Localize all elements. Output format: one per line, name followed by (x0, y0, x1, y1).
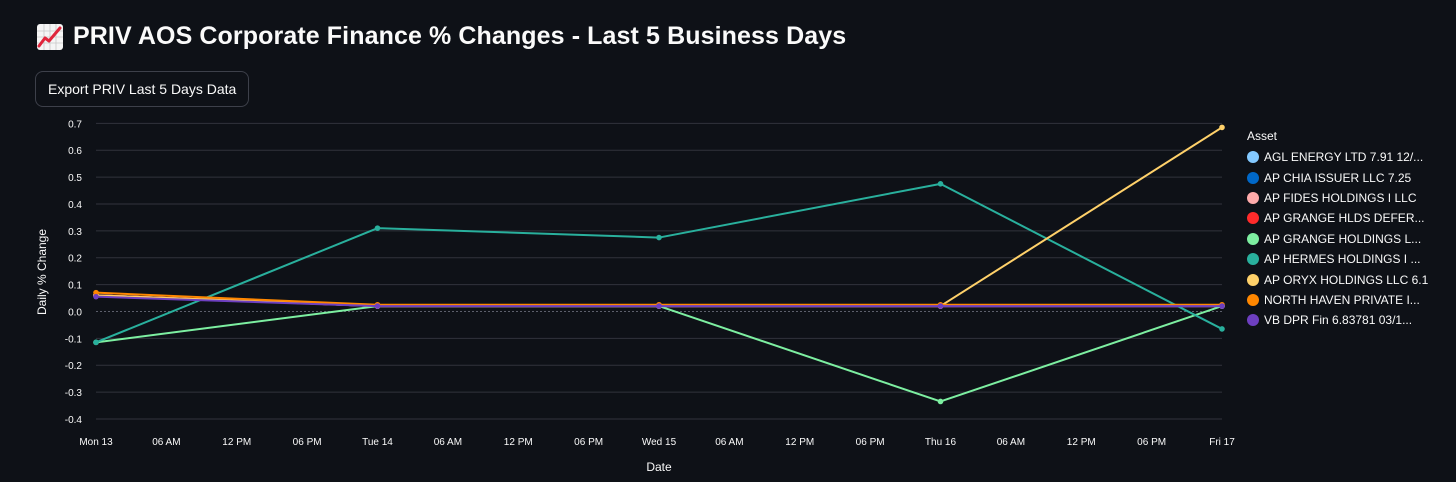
legend-swatch (1247, 314, 1259, 327)
legend-item[interactable]: AP HERMES HOLDINGS I ... (1247, 249, 1428, 269)
legend-item[interactable]: NORTH HAVEN PRIVATE I... (1247, 290, 1428, 310)
x-tick-label: 12 PM (222, 437, 251, 448)
x-tick-label: Tue 14 (362, 437, 393, 448)
y-tick-label: 0.6 (68, 146, 82, 157)
y-tick-label: -0.1 (65, 334, 83, 345)
page-title-text: PRIV AOS Corporate Finance % Changes - L… (73, 22, 847, 50)
x-tick-label: 12 PM (1067, 437, 1096, 448)
series-line[interactable] (95, 305, 1223, 403)
legend-label: AP HERMES HOLDINGS I ... (1264, 252, 1421, 267)
series-line[interactable] (95, 182, 1223, 344)
x-tick-label: 06 AM (434, 437, 462, 448)
x-tick-label: Thu 16 (925, 437, 957, 448)
y-tick-label: -0.4 (65, 415, 83, 426)
legend-label: AP CHIA ISSUER LLC 7.25 (1264, 170, 1412, 185)
y-tick-label: -0.2 (65, 361, 83, 372)
data-point[interactable] (93, 293, 99, 300)
chart-legend: AGL ENERGY LTD 7.91 12/... AP CHIA ISSUER… (1247, 147, 1428, 331)
legend-item[interactable]: AP GRANGE HOLDINGS L... (1247, 229, 1428, 249)
x-tick-label: 06 PM (293, 437, 322, 448)
legend-swatch (1247, 273, 1259, 286)
y-tick-label: 0.5 (68, 173, 82, 184)
legend-swatch (1247, 293, 1259, 306)
series-ap-grange-holdings-l (93, 303, 1225, 405)
legend-label: NORTH HAVEN PRIVATE I... (1264, 292, 1420, 307)
y-tick-label: 0.7 (68, 119, 82, 130)
x-tick-label: 12 PM (785, 437, 814, 448)
legend-item[interactable]: AGL ENERGY LTD 7.91 12/... (1247, 147, 1428, 167)
x-tick-label: 06 PM (856, 437, 885, 448)
page-title: PRIV AOS Corporate Finance % Changes - L… (36, 22, 846, 51)
y-tick-label: 0.0 (68, 307, 82, 318)
legend-label: AP GRANGE HLDS DEFER... (1264, 211, 1425, 226)
x-tick-label: 06 PM (1137, 437, 1166, 448)
y-tick-label: 0.4 (68, 200, 82, 211)
data-point[interactable] (1219, 303, 1225, 309)
line-chart: 0.7 0.6 0.5 0.4 0.3 0.2 0.1 0.0 -0.1 -0.2 -0.3 -0.4… (35, 119, 1235, 474)
legend-label: AP ORYX HOLDINGS LLC 6.1 (1264, 272, 1429, 287)
y-axis-title: Daily % Change (35, 229, 49, 315)
series-vb-dpr-fin-6-83781-03-1 (93, 293, 1225, 309)
series-ap-hermes-holdings-i (93, 181, 1225, 346)
legend-item[interactable]: AP GRANGE HLDS DEFER... (1247, 208, 1428, 228)
data-point[interactable] (937, 181, 944, 187)
legend-swatch (1247, 212, 1259, 225)
y-tick-label: -0.3 (65, 388, 83, 399)
legend-item[interactable]: AP FIDES HOLDINGS I LLC (1247, 188, 1428, 208)
x-tick-label: 12 PM (504, 437, 533, 448)
legend-item[interactable]: AP CHIA ISSUER LLC 7.25 (1247, 167, 1428, 187)
data-point[interactable] (374, 303, 381, 309)
legend-label: AGL ENERGY LTD 7.91 12/... (1264, 150, 1424, 165)
data-point[interactable] (93, 339, 99, 346)
x-tick-label: 06 AM (715, 437, 743, 448)
x-tick-label: Fri 17 (1209, 437, 1235, 448)
legend-swatch (1247, 253, 1259, 266)
legend-item[interactable]: AP ORYX HOLDINGS LLC 6.1 (1247, 269, 1428, 289)
legend-title: Asset (1247, 129, 1278, 143)
data-point[interactable] (374, 225, 381, 231)
legend-label: AP GRANGE HOLDINGS L... (1264, 231, 1422, 246)
legend-swatch (1247, 151, 1259, 164)
y-tick-label: 0.1 (68, 281, 82, 292)
x-axis-title: Date (646, 460, 672, 474)
chart-increasing-icon (37, 23, 63, 50)
series-ap-oryx-holdings-llc-6-1 (93, 124, 1225, 309)
y-tick-label: 0.2 (68, 254, 82, 265)
data-point[interactable] (1219, 326, 1225, 332)
x-tick-label: Mon 13 (79, 437, 113, 448)
y-tick-label: 0.3 (68, 227, 82, 238)
data-point[interactable] (937, 398, 944, 405)
x-tick-label: 06 AM (152, 437, 180, 448)
data-point[interactable] (937, 303, 944, 309)
legend-swatch (1247, 171, 1259, 184)
data-point[interactable] (656, 234, 662, 241)
x-tick-label: Wed 15 (642, 437, 677, 448)
data-point[interactable] (656, 303, 662, 309)
x-tick-label: 06 AM (997, 437, 1025, 448)
data-point[interactable] (93, 289, 99, 296)
export-data-button[interactable]: Export PRIV Last 5 Days Data (35, 71, 250, 107)
x-tick-label: 06 PM (574, 437, 603, 448)
legend-item[interactable]: VB DPR Fin 6.83781 03/1... (1247, 310, 1428, 330)
legend-swatch (1247, 191, 1259, 204)
data-point[interactable] (1219, 124, 1225, 131)
series-line[interactable] (95, 126, 1223, 308)
legend-label: VB DPR Fin 6.83781 03/1... (1264, 313, 1413, 328)
legend-swatch (1247, 232, 1259, 245)
legend-label: AP FIDES HOLDINGS I LLC (1264, 190, 1417, 205)
